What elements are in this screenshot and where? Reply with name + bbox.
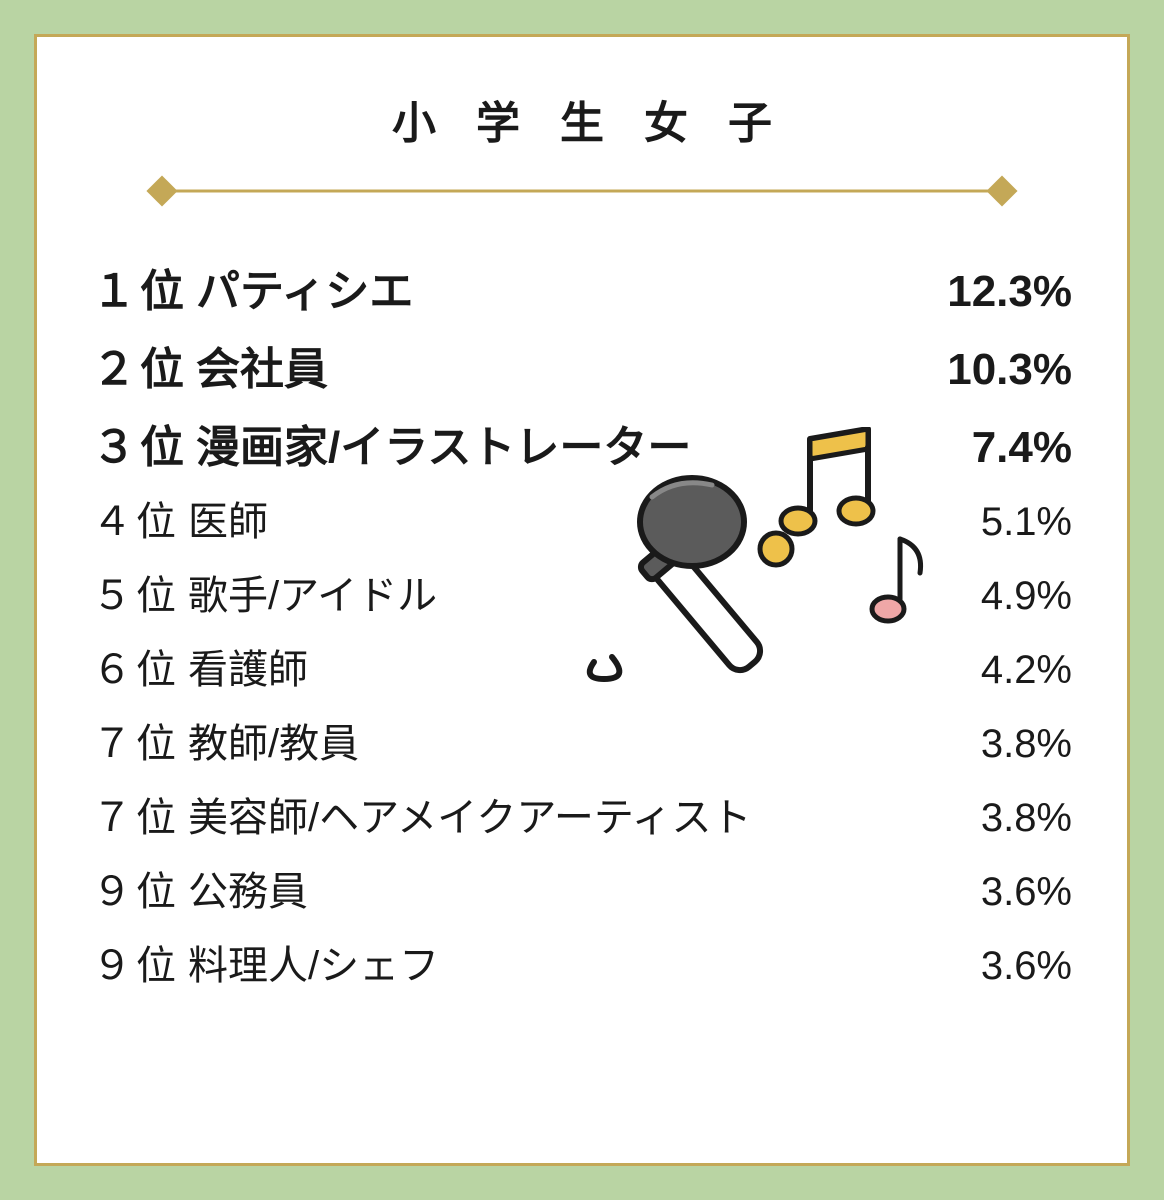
- rank-left: １位パティシエ: [92, 255, 413, 319]
- rank-row: ３位漫画家/イラストレーター 7.4%: [92, 411, 1072, 475]
- rank-left: ３位漫画家/イラストレーター: [92, 411, 691, 475]
- rank-position: ９位: [92, 859, 180, 917]
- rank-row: ５位歌手/アイドル 4.9%: [92, 563, 1072, 621]
- rank-row: ７位美容師/ヘアメイクアーティスト 3.8%: [92, 785, 1072, 843]
- rank-left: ９位公務員: [92, 859, 308, 917]
- rank-position: １位: [92, 255, 188, 319]
- rank-label: 医師: [188, 489, 268, 547]
- rank-row: ９位料理人/シェフ 3.6%: [92, 933, 1072, 991]
- rank-value: 12.3%: [947, 267, 1072, 317]
- rank-label: 歌手/アイドル: [188, 563, 437, 621]
- rank-label: 漫画家/イラストレーター: [196, 411, 691, 475]
- rank-row: ６位看護師 4.2%: [92, 637, 1072, 695]
- title-divider: [151, 179, 1013, 203]
- rank-position: ５位: [92, 563, 180, 621]
- rank-value: 10.3%: [947, 345, 1072, 395]
- rank-value: 3.6%: [981, 870, 1072, 915]
- rank-position: ４位: [92, 489, 180, 547]
- rank-value: 3.6%: [981, 944, 1072, 989]
- rank-position: ９位: [92, 933, 180, 991]
- rank-row: ７位教師/教員 3.8%: [92, 711, 1072, 769]
- rank-value: 5.1%: [981, 500, 1072, 545]
- rank-label: パティシエ: [196, 255, 413, 319]
- divider-line: [163, 190, 1001, 193]
- rank-label: 料理人/シェフ: [188, 933, 439, 991]
- rank-value: 4.9%: [981, 574, 1072, 619]
- rank-left: ５位歌手/アイドル: [92, 563, 437, 621]
- rank-row: １位パティシエ 12.3%: [92, 255, 1072, 319]
- rank-left: ７位美容師/ヘアメイクアーティスト: [92, 785, 752, 843]
- rank-label: 教師/教員: [188, 711, 359, 769]
- rank-row: ２位会社員 10.3%: [92, 333, 1072, 397]
- rank-list: １位パティシエ 12.3% ２位会社員 10.3% ３位漫画家/イラストレーター 7.4%…: [92, 255, 1072, 991]
- rank-left: ９位料理人/シェフ: [92, 933, 439, 991]
- rank-row: ９位公務員 3.6%: [92, 859, 1072, 917]
- rank-label: 会社員: [196, 333, 328, 397]
- rank-position: ７位: [92, 711, 180, 769]
- rank-position: ２位: [92, 333, 188, 397]
- rank-label: 看護師: [188, 637, 308, 695]
- rank-row: ４位医師 5.1%: [92, 489, 1072, 547]
- rank-left: ６位看護師: [92, 637, 308, 695]
- rank-left: ７位教師/教員: [92, 711, 359, 769]
- rank-left: ２位会社員: [92, 333, 328, 397]
- rank-left: ４位医師: [92, 489, 268, 547]
- ranking-card: 小学生女子 １位パティシエ 12.3% ２位会社員 10.3% ３位漫画家/イラストレー…: [34, 34, 1130, 1166]
- rank-position: ３位: [92, 411, 188, 475]
- rank-label: 公務員: [188, 859, 308, 917]
- divider-diamond-right: [987, 175, 1018, 206]
- card-title: 小学生女子: [92, 87, 1072, 151]
- rank-position: ６位: [92, 637, 180, 695]
- rank-position: ７位: [92, 785, 180, 843]
- rank-value: 3.8%: [981, 722, 1072, 767]
- rank-label: 美容師/ヘアメイクアーティスト: [188, 785, 752, 843]
- rank-value: 4.2%: [981, 648, 1072, 693]
- rank-value: 7.4%: [972, 423, 1072, 473]
- rank-value: 3.8%: [981, 796, 1072, 841]
